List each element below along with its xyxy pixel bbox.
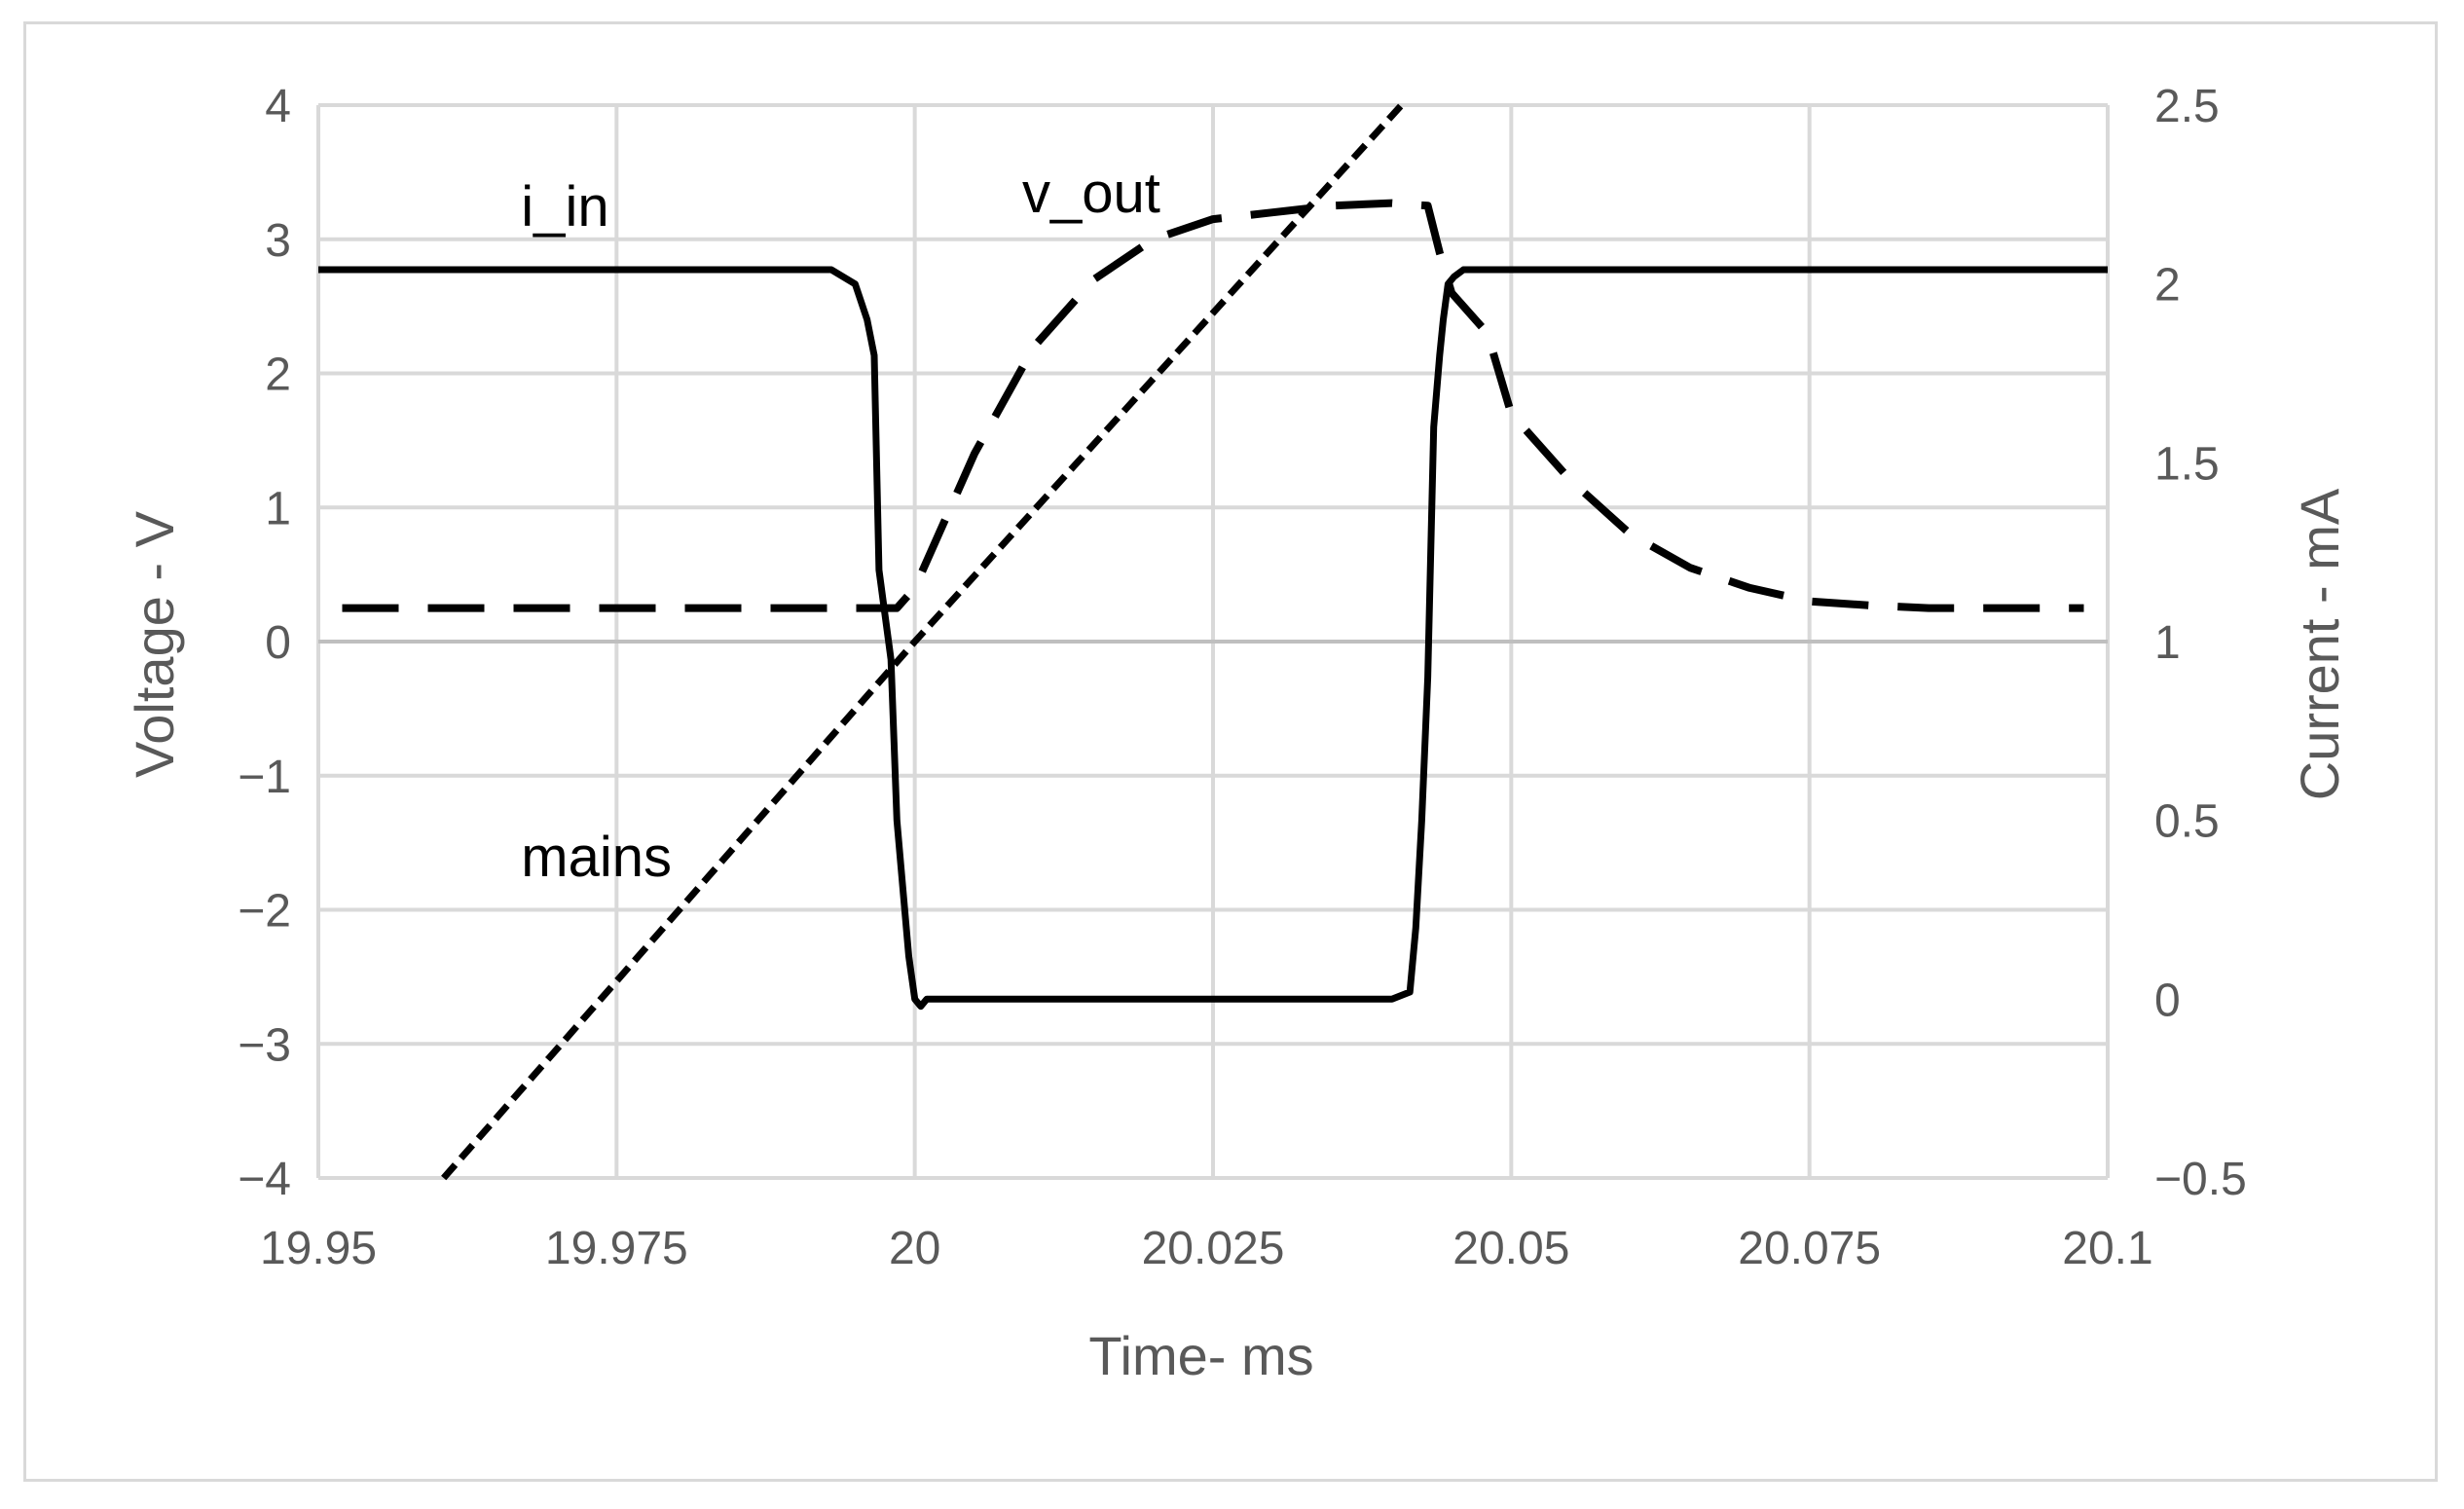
y-left-tick-label: 3 bbox=[265, 215, 291, 267]
y-left-tick-label: 2 bbox=[265, 350, 291, 401]
series-label-v-out: v_out bbox=[1022, 162, 1160, 225]
series-mains-line bbox=[441, 102, 1405, 1181]
x-tick-label: 20.025 bbox=[1142, 1223, 1285, 1274]
y-right-tick-label: 1.5 bbox=[2154, 438, 2220, 490]
y-left-tick-label: 4 bbox=[265, 81, 291, 132]
y-left-tick-label: 1 bbox=[265, 483, 291, 534]
y-left-tick-label: 0 bbox=[265, 617, 291, 669]
y-right-tick-label: 0 bbox=[2154, 975, 2181, 1026]
x-tick-label: 20.075 bbox=[1738, 1223, 1881, 1274]
y-left-tick-label: −1 bbox=[238, 752, 291, 803]
y-left-tick-label: −4 bbox=[238, 1154, 291, 1205]
series-layer bbox=[318, 102, 2108, 1181]
x-axis-title: Time- ms bbox=[1088, 1325, 1313, 1386]
x-tick-label: 20.05 bbox=[1453, 1223, 1569, 1274]
series-label-mains: mains bbox=[521, 826, 672, 889]
y-right-tick-label: 0.5 bbox=[2154, 796, 2220, 848]
y-left-tick-label: −2 bbox=[238, 886, 291, 938]
y-right-tick-label: 2 bbox=[2154, 260, 2181, 312]
series-i-in-line bbox=[318, 266, 2108, 1011]
x-tick-label: 20 bbox=[889, 1223, 940, 1274]
y-axis-left-title: Voltage - V bbox=[124, 510, 185, 778]
x-tick-label: 19.95 bbox=[260, 1223, 377, 1274]
series-v-out-line bbox=[342, 199, 2084, 612]
x-tick-label: 20.1 bbox=[2062, 1223, 2152, 1274]
y-right-tick-label: 1 bbox=[2154, 617, 2181, 669]
x-tick-label: 19.975 bbox=[545, 1223, 688, 1274]
chart-frame bbox=[23, 21, 2438, 1482]
y-right-tick-label: −0.5 bbox=[2154, 1154, 2247, 1205]
series-label-i-in: i_in bbox=[521, 175, 608, 239]
tick-labels: 19.95 19.975 20 20.025 20.05 20.075 20.143210−… bbox=[238, 81, 2247, 1274]
y-left-tick-label: −3 bbox=[238, 1019, 291, 1071]
y-axis-right-title: Current - mA bbox=[2289, 488, 2350, 800]
y-right-tick-label: 2.5 bbox=[2154, 81, 2220, 132]
grid bbox=[316, 103, 2110, 1180]
